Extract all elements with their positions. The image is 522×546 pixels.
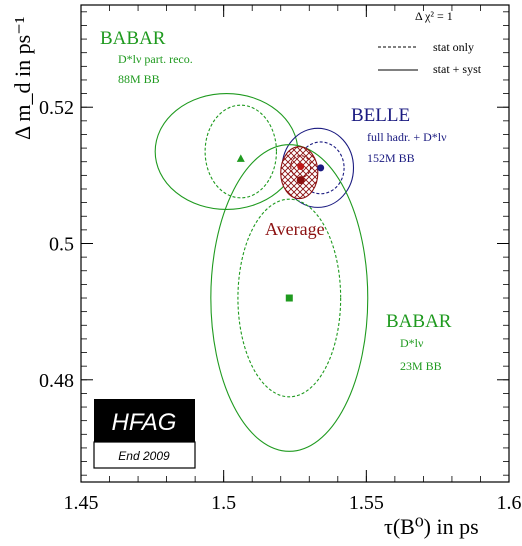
x-axis-title: τ(B⁰) in ps — [384, 514, 479, 539]
axes-layer: 1.45 1.5 1.55 1.6 0.48 0.5 0.52 — [39, 5, 522, 514]
measurement-2-stat-ellipse — [237, 198, 342, 398]
ellipses-layer — [154, 93, 369, 452]
measurement-2-marker — [285, 294, 293, 302]
label-belle: BELLE full hadr. + D*lν 152M BB — [351, 105, 447, 165]
average-stat-marker — [297, 162, 305, 170]
legend-label-stat-syst: stat + syst — [433, 62, 482, 76]
label-babar-dstar-sample: 23M BB — [400, 359, 442, 373]
hfag-badge-bottom — [93, 441, 196, 469]
label-babar-dstar-name: BABAR — [386, 311, 452, 332]
y-tick-label-0: 0.48 — [39, 370, 74, 392]
markers-layer — [236, 154, 325, 302]
legend-title: Δ χ² = 1 — [415, 9, 453, 23]
label-babar-part-reco-sample: 88M BB — [118, 72, 160, 86]
hfag-badge-top — [94, 399, 195, 442]
y-tick-label-1: 0.5 — [49, 234, 74, 256]
x-tick-label-3: 1.6 — [497, 492, 522, 514]
measurement-0-stat-ellipse — [204, 104, 278, 199]
label-belle-method: full hadr. + D*lν — [367, 130, 447, 144]
measurement-1-marker — [317, 164, 325, 172]
x-tick-label-2: 1.55 — [349, 492, 384, 514]
hfag-badge-title: HFAG — [112, 409, 177, 436]
x-tick-label-0: 1.45 — [64, 492, 99, 514]
y-tick-label-2: 0.52 — [39, 97, 74, 119]
y-axis-title: Δ m_d in ps⁻¹ — [10, 17, 35, 140]
label-babar-dstar-method: D*lν — [400, 336, 424, 350]
label-belle-sample: 152M BB — [367, 151, 415, 165]
measurement-0-marker — [236, 154, 245, 162]
hfag-badge: HFAG End 2009 — [93, 399, 196, 469]
legend-label-stat-only: stat only — [433, 40, 474, 54]
label-babar-part-reco: BABAR D*lν part. reco. 88M BB — [100, 28, 193, 86]
label-babar-part-reco-method: D*lν part. reco. — [118, 52, 193, 66]
average-marker — [296, 176, 305, 185]
average-total-ellipse — [280, 146, 319, 200]
hfag-badge-subtitle: End 2009 — [118, 449, 170, 463]
measurement-2-total-ellipse — [210, 144, 369, 452]
label-average: Average — [265, 219, 325, 239]
x-tick-label-1: 1.5 — [211, 492, 236, 514]
label-babar-part-reco-name: BABAR — [100, 28, 166, 49]
legend: Δ χ² = 1 stat only stat + syst — [378, 9, 482, 76]
label-belle-name: BELLE — [351, 105, 410, 126]
label-babar-dstar-lnu: BABAR D*lν 23M BB — [386, 311, 452, 373]
